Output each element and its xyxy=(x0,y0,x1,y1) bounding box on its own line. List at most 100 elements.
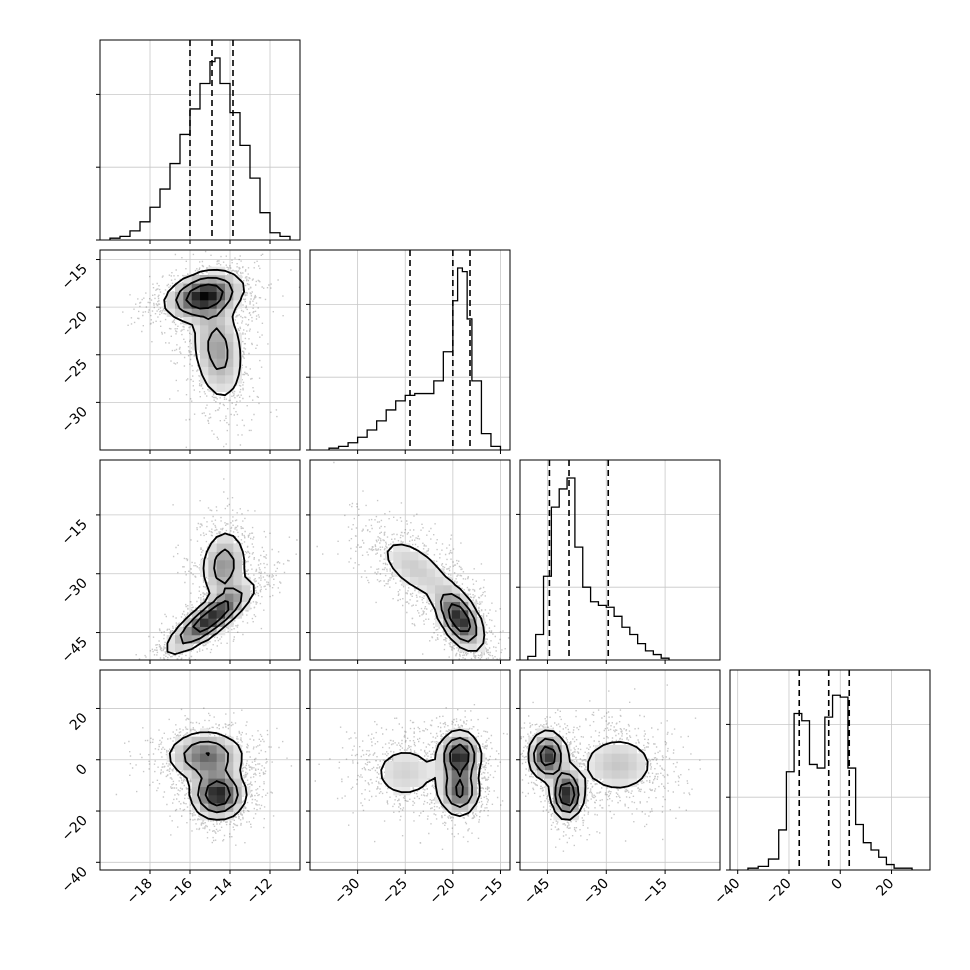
density-cell xyxy=(216,795,226,804)
density-cell xyxy=(460,736,469,746)
density-cell xyxy=(208,316,217,326)
density-cell xyxy=(208,551,217,561)
panel-content xyxy=(310,460,510,660)
density-panel xyxy=(520,670,720,870)
density-cell xyxy=(418,576,427,586)
x-tick-label: −20 xyxy=(426,876,458,908)
density-cell xyxy=(435,585,444,594)
density-cell xyxy=(225,736,234,746)
density-cell xyxy=(233,585,242,594)
density-cell xyxy=(225,291,234,301)
density-cell xyxy=(451,795,461,804)
contour-line xyxy=(179,548,243,645)
density-cell xyxy=(611,753,621,762)
density-cell xyxy=(451,610,461,619)
contour-line xyxy=(185,283,224,310)
density-cell xyxy=(225,593,234,602)
density-cell xyxy=(216,745,226,754)
density-cell xyxy=(536,745,546,754)
density-cell xyxy=(451,618,461,627)
x-tick-label: −45 xyxy=(521,876,553,908)
density-cell xyxy=(385,761,394,771)
density-cell xyxy=(451,761,461,771)
density-panel xyxy=(100,460,300,660)
density-cell xyxy=(191,786,201,796)
density-cell xyxy=(451,803,461,812)
density-cell xyxy=(603,761,612,771)
density-cell xyxy=(191,770,201,779)
density-cell xyxy=(451,770,461,779)
density-cell xyxy=(241,585,251,594)
density-cell xyxy=(553,795,562,804)
contour-line xyxy=(166,532,255,656)
density-cell xyxy=(553,745,562,754)
density-cell xyxy=(225,551,234,561)
density-cell xyxy=(208,308,217,317)
density-cell xyxy=(200,300,209,309)
density-cell xyxy=(200,325,209,334)
contour-line xyxy=(447,603,472,632)
density-cell xyxy=(200,795,209,804)
density-cell xyxy=(183,761,192,771)
density-cell xyxy=(435,761,444,771)
density-cell xyxy=(468,795,477,804)
density-cell xyxy=(611,778,621,787)
density-cell xyxy=(216,803,226,812)
density-cell xyxy=(451,635,461,644)
density-panel xyxy=(100,670,300,870)
x-tick-label: −14 xyxy=(204,875,236,907)
density-cell xyxy=(241,576,251,586)
contour-line xyxy=(443,736,476,808)
density-cell xyxy=(443,593,452,602)
density-cell xyxy=(208,291,217,301)
density-cell xyxy=(443,786,452,796)
density-cell xyxy=(570,770,579,779)
density-cell xyxy=(468,643,477,652)
density-cell xyxy=(393,778,402,787)
density-cell xyxy=(603,778,612,787)
y-tick-label: −25 xyxy=(59,356,91,388)
x-tick-label: −12 xyxy=(244,876,276,908)
density-cell xyxy=(620,753,629,762)
density-cell xyxy=(200,341,209,351)
density-cell xyxy=(233,560,242,569)
density-cell xyxy=(451,585,461,594)
density-cell xyxy=(545,745,554,754)
density-cell xyxy=(528,761,537,771)
axes-frame xyxy=(99,669,301,871)
density-cell xyxy=(233,803,242,812)
density-cell xyxy=(216,543,226,552)
density-cell xyxy=(225,568,234,577)
density-cell xyxy=(595,745,604,754)
density-cell xyxy=(225,610,234,619)
density-cell xyxy=(545,778,554,787)
density-cell xyxy=(578,786,587,796)
density-cell xyxy=(385,778,394,787)
density-cell xyxy=(208,803,217,812)
density-cell xyxy=(578,795,587,804)
density-cell xyxy=(233,341,242,351)
histogram-step xyxy=(328,267,502,450)
density-cell xyxy=(553,811,562,821)
x-tick-label: −20 xyxy=(763,876,795,908)
density-cell xyxy=(401,568,411,577)
density-cell xyxy=(561,761,571,771)
density-cell xyxy=(200,350,209,359)
density-cell xyxy=(620,745,629,754)
axes-frame xyxy=(309,669,511,871)
density-cell xyxy=(233,543,242,552)
density-cell xyxy=(418,560,427,569)
density-cell xyxy=(578,778,587,787)
contour-line xyxy=(204,752,231,807)
density-cell xyxy=(225,350,234,359)
contour-line xyxy=(168,731,248,821)
density-cell xyxy=(200,601,209,611)
histogram-step xyxy=(109,57,291,240)
density-cell xyxy=(216,753,226,762)
axes-frame xyxy=(519,459,721,661)
density-cell xyxy=(200,761,209,771)
density-cell xyxy=(553,770,562,779)
density-cell xyxy=(435,745,444,754)
density-cell xyxy=(175,291,184,301)
